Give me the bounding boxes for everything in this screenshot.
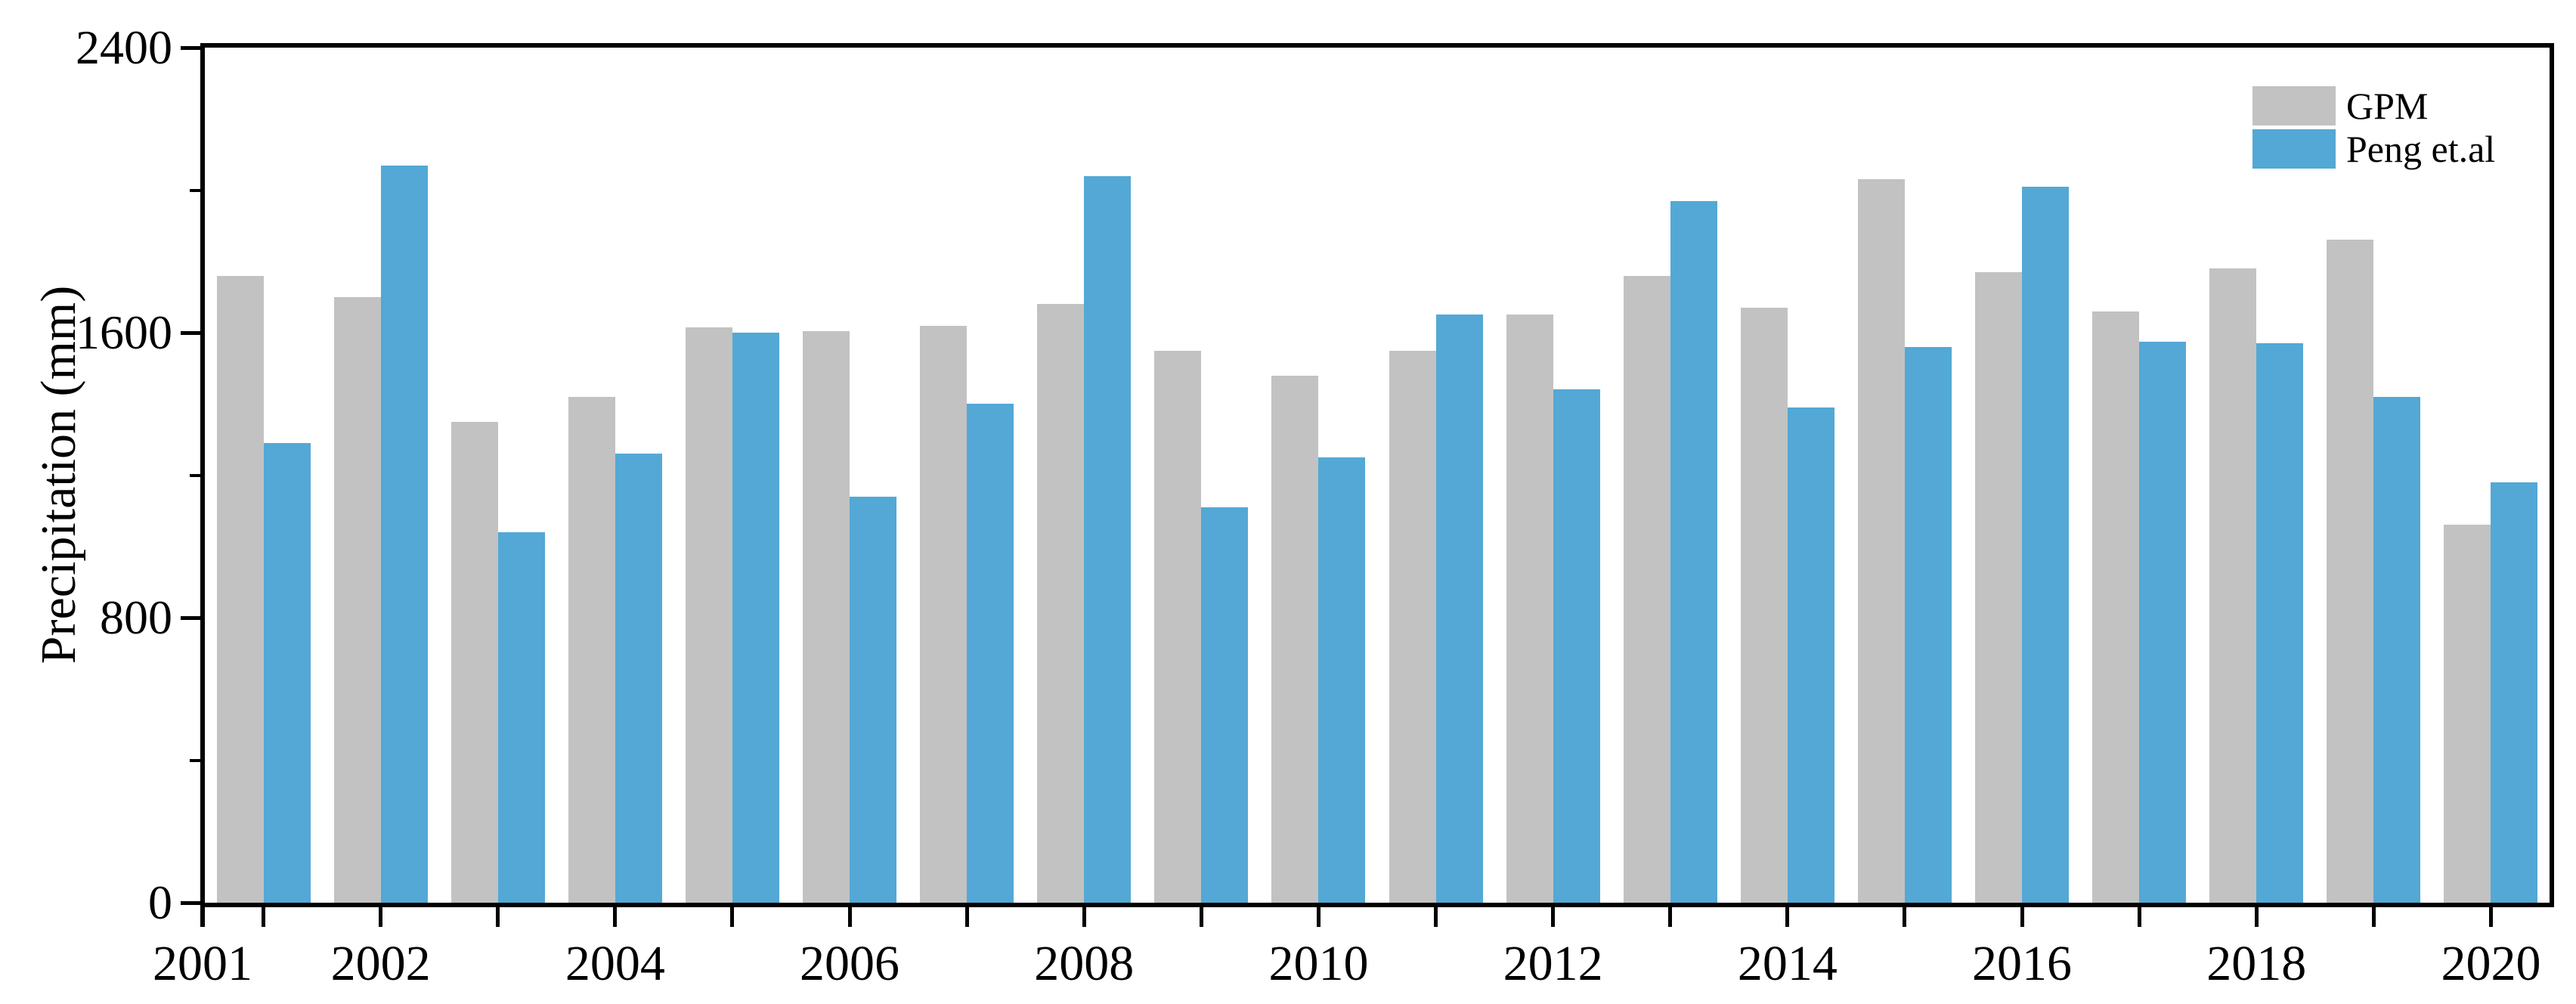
legend-label-peng: Peng et.al bbox=[2346, 128, 2496, 170]
bar-gpm-2005 bbox=[685, 327, 732, 903]
plot-area bbox=[200, 43, 2554, 907]
x-axis-tick bbox=[1316, 907, 1321, 927]
x-axis-tick bbox=[613, 907, 618, 927]
bar-peng-2020 bbox=[2491, 482, 2538, 903]
x-axis-tick bbox=[262, 907, 266, 927]
legend-swatch-gpm bbox=[2252, 86, 2336, 126]
bar-gpm-2020 bbox=[2444, 525, 2491, 903]
x-axis-tick bbox=[1199, 907, 1203, 927]
x-axis-tick bbox=[2488, 907, 2493, 927]
bar-gpm-2011 bbox=[1389, 350, 1436, 903]
x-axis-tick bbox=[1785, 907, 1790, 927]
bar-peng-2019 bbox=[2373, 396, 2421, 903]
bar-peng-2010 bbox=[1318, 457, 1366, 903]
y-axis-minor-tick bbox=[190, 473, 200, 477]
y-axis-minor-tick bbox=[190, 758, 200, 762]
x-axis-tick bbox=[1434, 907, 1438, 927]
bar-peng-2006 bbox=[850, 496, 897, 903]
y-axis-tick-label: 1600 bbox=[76, 305, 172, 359]
x-axis-tick-label: 2016 bbox=[1972, 936, 2073, 991]
x-axis-tick-label: 2002 bbox=[330, 936, 431, 991]
bar-peng-2015 bbox=[1904, 346, 1952, 903]
y-axis-minor-tick bbox=[190, 188, 200, 192]
y-axis-tick-label: 2400 bbox=[76, 20, 172, 74]
bar-gpm-2007 bbox=[920, 325, 968, 903]
x-axis-tick-label: 2004 bbox=[565, 936, 665, 991]
x-axis-tick-label: 2008 bbox=[1034, 936, 1135, 991]
x-axis-tick bbox=[847, 907, 852, 927]
x-axis-tick bbox=[496, 907, 500, 927]
x-axis-tick-label: 2012 bbox=[1503, 936, 1603, 991]
x-axis-tick bbox=[730, 907, 735, 927]
bar-gpm-2014 bbox=[1740, 308, 1788, 903]
y-axis-tick-label: 0 bbox=[148, 875, 172, 929]
x-axis-tick bbox=[1903, 907, 1907, 927]
bar-gpm-2019 bbox=[2327, 240, 2374, 903]
bar-gpm-2010 bbox=[1271, 375, 1319, 903]
bar-gpm-2013 bbox=[1623, 275, 1670, 903]
x-axis-tick-label: 2010 bbox=[1268, 936, 1369, 991]
y-axis-tick-label: 800 bbox=[100, 590, 172, 644]
bar-gpm-2009 bbox=[1154, 350, 1202, 903]
bar-gpm-2015 bbox=[1857, 179, 1905, 903]
bar-gpm-2012 bbox=[1506, 315, 1553, 903]
bar-peng-2008 bbox=[1084, 175, 1132, 903]
bar-peng-2001 bbox=[263, 443, 311, 903]
bar-gpm-2001 bbox=[216, 275, 264, 903]
bar-gpm-2008 bbox=[1037, 304, 1085, 903]
legend-label-gpm: GPM bbox=[2346, 85, 2429, 127]
bar-peng-2004 bbox=[615, 454, 662, 903]
bar-peng-2017 bbox=[2139, 341, 2187, 903]
bar-peng-2003 bbox=[497, 531, 545, 903]
bar-gpm-2018 bbox=[2209, 268, 2257, 903]
x-axis-tick bbox=[2020, 907, 2024, 927]
bar-gpm-2003 bbox=[450, 421, 498, 903]
legend-swatch-peng bbox=[2252, 129, 2336, 169]
x-axis-tick-label: 2014 bbox=[1737, 936, 1838, 991]
y-axis-major-tick bbox=[181, 615, 200, 620]
y-axis-major-tick bbox=[181, 45, 200, 50]
bar-peng-2009 bbox=[1201, 507, 1249, 903]
bar-peng-2014 bbox=[1787, 407, 1834, 903]
x-axis-tick-label: 2020 bbox=[2441, 936, 2541, 991]
x-axis-tick-label: 2018 bbox=[2206, 936, 2307, 991]
bar-peng-2013 bbox=[1670, 200, 1717, 903]
bar-peng-2011 bbox=[1435, 315, 1483, 903]
x-axis-tick bbox=[1668, 907, 1673, 927]
x-axis-tick bbox=[1082, 907, 1086, 927]
bar-peng-2002 bbox=[380, 165, 428, 903]
bar-peng-2018 bbox=[2256, 343, 2304, 903]
x-axis-tick bbox=[1551, 907, 1556, 927]
bar-peng-2016 bbox=[2022, 186, 2070, 903]
bar-gpm-2006 bbox=[803, 330, 850, 903]
x-axis-tick-label: 2006 bbox=[800, 936, 900, 991]
x-axis-tick bbox=[2254, 907, 2259, 927]
y-axis-major-tick bbox=[181, 330, 200, 335]
x-axis-tick bbox=[379, 907, 383, 927]
bar-gpm-2016 bbox=[1975, 271, 2023, 903]
bar-gpm-2002 bbox=[333, 296, 381, 903]
x-axis-tick bbox=[2371, 907, 2376, 927]
bar-peng-2012 bbox=[1553, 389, 1600, 903]
bar-gpm-2004 bbox=[568, 396, 615, 903]
bar-peng-2007 bbox=[967, 404, 1014, 903]
x-axis-corner-tick bbox=[200, 907, 205, 927]
x-axis-tick bbox=[2137, 907, 2141, 927]
x-axis-tick bbox=[964, 907, 969, 927]
x-axis-tick-label: 2001 bbox=[153, 936, 252, 991]
y-axis-major-tick bbox=[181, 900, 200, 905]
bar-gpm-2017 bbox=[2092, 311, 2140, 903]
bar-peng-2005 bbox=[732, 333, 779, 903]
